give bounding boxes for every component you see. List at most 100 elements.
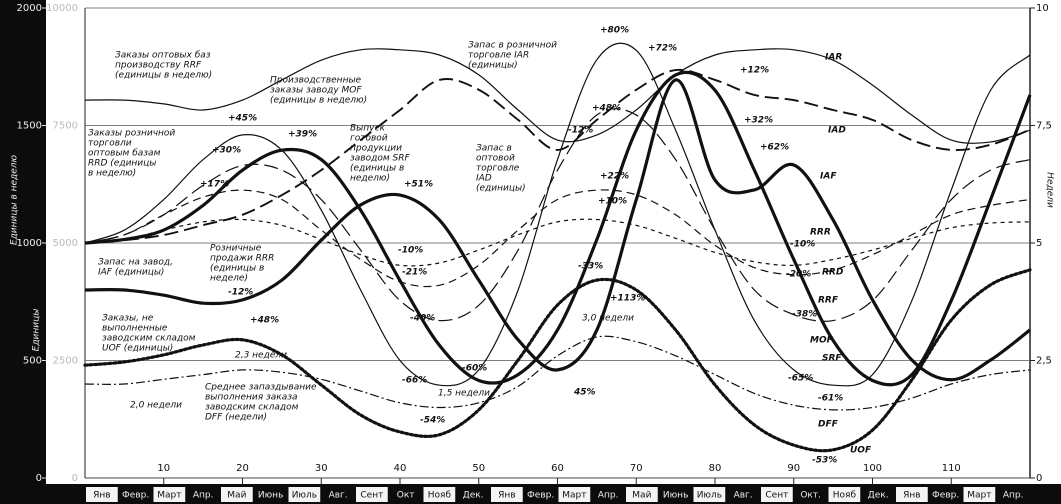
annotation: (единицы в неделю)	[270, 96, 367, 106]
percent-label: -65%	[788, 374, 813, 384]
month-label: Февр.	[527, 491, 554, 501]
annotation: Заказы розничной	[88, 129, 175, 139]
month-cell	[491, 487, 523, 502]
annotation: IAF (единицы)	[98, 268, 164, 278]
x-tick-label: 10	[157, 463, 170, 474]
month-label: Янв	[93, 491, 110, 501]
month-label: Сент	[765, 491, 788, 501]
month-cell	[153, 487, 186, 502]
series-label: IAD	[828, 126, 846, 136]
month-cell	[828, 487, 861, 502]
annotation: (единицы)	[468, 61, 518, 71]
percent-label: -12%	[228, 288, 253, 298]
y3-tick-label: 1500	[17, 121, 42, 132]
series-label: DFF	[818, 420, 839, 430]
annotation: Среднее запаздывание	[205, 383, 317, 393]
y-tick-label: 2500	[53, 356, 78, 367]
annotation: Выпуск	[350, 124, 385, 134]
annotation: производству RRF	[115, 61, 202, 71]
percent-label: -12%	[568, 126, 593, 136]
annotation: оптовым базам	[88, 149, 161, 159]
x-tick-label: 70	[630, 463, 643, 474]
x-tick-label: 40	[394, 463, 407, 474]
month-label: Июнь	[663, 491, 689, 501]
month-label: Июль	[697, 491, 722, 501]
y3-tick-label: 1000	[17, 238, 42, 249]
percent-label: +72%	[648, 44, 677, 54]
y-tick-label: 10000	[46, 3, 78, 14]
y3-tick-label: 500	[23, 356, 42, 367]
percent-label: +12%	[740, 66, 769, 76]
month-cell	[896, 487, 928, 502]
month-cell	[423, 487, 456, 502]
month-label: Февр.	[932, 491, 959, 501]
x-tick-label: 110	[942, 463, 961, 474]
annotation: Розничные	[210, 244, 262, 254]
month-label: Окт.	[800, 491, 821, 501]
percent-label: +113%	[610, 294, 645, 304]
percent-label: -66%	[402, 376, 427, 386]
series-line	[84, 78, 1031, 382]
week-label: 3,0 недели	[582, 314, 634, 324]
annotation: Запас в розничной	[468, 41, 557, 51]
percent-label: -10%	[790, 240, 815, 250]
month-label: Дек.	[463, 491, 484, 501]
month-label: Авг.	[329, 491, 348, 501]
annotation: Заказы, не	[102, 314, 154, 324]
month-cell	[288, 487, 321, 502]
annotation: неделе)	[210, 274, 248, 284]
annotation: в неделю)	[88, 169, 136, 179]
month-label: Сент	[360, 491, 383, 501]
percent-label: -38%	[792, 310, 817, 320]
x-tick-label: 90	[787, 463, 800, 474]
y-tick-label: 0	[72, 473, 78, 484]
month-label: Янв	[498, 491, 515, 501]
annotation: Производственные	[270, 76, 362, 86]
left-band	[0, 0, 46, 484]
annotation: (единицы в	[210, 264, 264, 274]
percent-label: +80%	[600, 26, 629, 36]
month-cell	[86, 487, 118, 502]
percent-label: +10%	[598, 197, 627, 207]
series-line	[84, 68, 1031, 244]
month-cell	[221, 487, 253, 502]
annotation: неделю)	[350, 174, 390, 184]
y-axis-title: Единицы	[32, 309, 42, 352]
series-label: RRR	[810, 228, 831, 238]
x-tick-label: 30	[315, 463, 328, 474]
series-label: UOF	[850, 446, 872, 456]
month-band	[0, 484, 1061, 504]
series-line	[84, 108, 1031, 322]
series-line	[84, 42, 1031, 387]
y3-axis-title: Единицы в неделю	[10, 154, 20, 245]
percent-label: -53%	[812, 456, 837, 466]
annotation: DFF (недели)	[205, 413, 267, 423]
percent-label: -10%	[398, 246, 423, 256]
month-label: Окт	[397, 491, 415, 501]
y2-tick-label: 7,5	[1036, 121, 1052, 132]
percent-label: +39%	[288, 130, 317, 140]
series-label: SRF	[822, 354, 842, 364]
month-label: Нояб	[833, 491, 857, 501]
annotation: выполнения заказа	[205, 393, 298, 403]
month-label: Март	[562, 491, 586, 501]
annotation: торговле	[476, 164, 520, 174]
series-line	[84, 70, 1032, 387]
percent-label: -33%	[578, 262, 603, 272]
annotation: заводским складом	[102, 334, 196, 344]
week-label: 1,5 недели	[438, 389, 490, 399]
annotation: оптовой	[476, 154, 515, 164]
series-line	[84, 48, 1031, 144]
month-label: Февр.	[122, 491, 149, 501]
month-label: Дек.	[868, 491, 889, 501]
month-label: Май	[227, 491, 246, 501]
percent-label: 45%	[573, 388, 596, 398]
percent-label: +22%	[600, 172, 629, 182]
x-tick-label: 80	[709, 463, 722, 474]
y2-axis-title: Недели	[1045, 172, 1055, 208]
month-label: Апр.	[598, 491, 619, 501]
percent-label: -61%	[818, 394, 843, 404]
annotation: (единицы в неделю)	[115, 71, 212, 81]
series-line	[84, 218, 1031, 267]
